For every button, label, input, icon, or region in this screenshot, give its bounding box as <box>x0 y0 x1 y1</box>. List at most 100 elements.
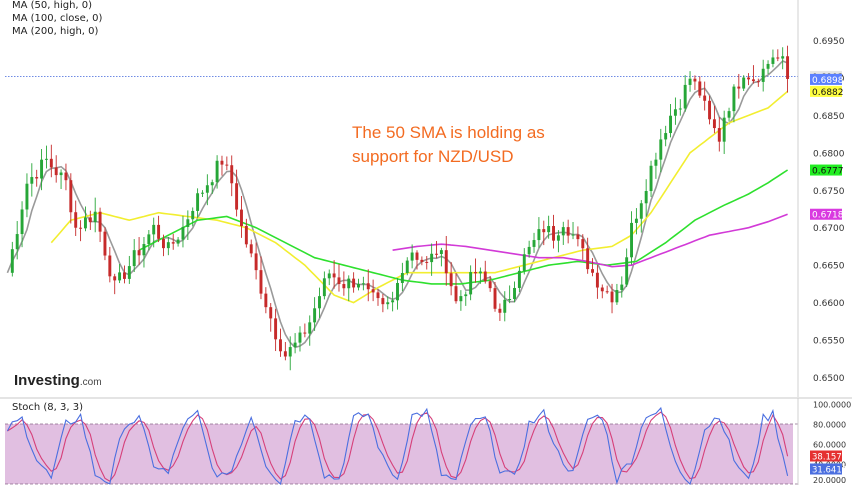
candle <box>171 233 175 250</box>
candle-body <box>118 272 122 281</box>
candle <box>537 217 541 248</box>
candle-body <box>405 260 409 274</box>
candle <box>561 221 565 245</box>
candle <box>186 210 190 240</box>
price-tick-label: 0.6600 <box>813 299 845 309</box>
candle-body <box>132 250 136 267</box>
candle-body <box>10 249 14 273</box>
price-tick-label: 0.6550 <box>813 337 845 347</box>
brand-name: Investing <box>14 372 80 389</box>
candle <box>425 256 429 270</box>
candle <box>410 244 414 269</box>
candle-body <box>376 292 380 299</box>
candle-body <box>566 227 570 236</box>
candle-body <box>712 119 716 129</box>
candle <box>44 145 48 169</box>
candle <box>571 221 575 240</box>
price-tick-label: 0.6950 <box>813 37 845 47</box>
candle <box>625 248 629 288</box>
candle-body <box>88 217 92 223</box>
ma200-line <box>392 213 788 268</box>
price-badge-bg <box>810 85 842 97</box>
candle <box>595 265 599 299</box>
candle-body <box>449 273 453 287</box>
candle-body <box>615 290 619 303</box>
candle <box>269 303 273 332</box>
candle-body <box>220 160 224 165</box>
stoch-tick-label: 60.0000 <box>813 441 846 450</box>
candle <box>444 235 448 286</box>
candle-body <box>517 270 521 288</box>
candle <box>742 75 746 92</box>
candle-body <box>318 296 321 309</box>
candle-body <box>166 242 170 249</box>
candle-body <box>586 248 590 270</box>
candle-body <box>581 239 585 249</box>
moving-averages <box>6 60 789 349</box>
candle <box>747 73 751 86</box>
candle-body <box>400 273 404 283</box>
candle <box>220 155 224 176</box>
price-badge-label: 0.6718 <box>812 211 844 221</box>
candle <box>376 289 380 306</box>
candle <box>166 236 170 256</box>
price-tick-label: 0.6650 <box>813 262 845 272</box>
candle <box>15 221 19 260</box>
candle <box>103 227 107 261</box>
candle-body <box>732 86 736 112</box>
legend-ma50: MA (50, high, 0) <box>12 0 93 11</box>
candle <box>313 297 317 331</box>
candle <box>381 293 385 313</box>
candle-body <box>766 63 770 69</box>
candle <box>503 291 507 322</box>
candle <box>722 110 726 154</box>
candle <box>766 60 770 75</box>
candle <box>93 197 97 233</box>
candle <box>449 262 453 296</box>
candle <box>439 247 443 267</box>
candle <box>498 303 502 321</box>
candlesticks <box>10 45 790 371</box>
candle-body <box>303 332 307 334</box>
candle <box>639 200 643 233</box>
candle-body <box>308 322 312 334</box>
candle <box>132 239 136 272</box>
candle-body <box>756 81 760 83</box>
candle <box>454 273 458 304</box>
candle <box>49 144 53 178</box>
candle-body <box>737 86 741 89</box>
price-badge: 0.6882 <box>810 85 844 98</box>
candle <box>137 237 141 265</box>
legend-ma200: MA (200, high, 0) <box>12 26 99 37</box>
stoch-value-badge-label: 31.6416 <box>812 466 847 476</box>
candle <box>703 81 707 111</box>
candle <box>30 163 34 197</box>
price-badge-label: 0.6777 <box>812 167 844 177</box>
price-badge-bg <box>810 208 842 220</box>
candle-body <box>83 217 87 229</box>
candle-body <box>327 273 331 279</box>
stoch-value-badge: 38.1579 <box>810 450 847 463</box>
candle-body <box>162 238 165 249</box>
candle-body <box>610 291 614 303</box>
candle <box>366 269 370 302</box>
candle-body <box>415 252 419 260</box>
candle <box>552 214 555 249</box>
candle-body <box>122 272 126 279</box>
candle-body <box>410 252 414 261</box>
candle <box>693 75 697 90</box>
candle-body <box>659 139 663 160</box>
candle <box>620 276 624 298</box>
price-badge-label: 0.6882 <box>812 88 844 98</box>
candle-body <box>74 212 78 228</box>
candle-body <box>605 291 609 293</box>
candle <box>542 220 546 246</box>
candle <box>308 315 312 346</box>
candle-body <box>552 226 555 241</box>
candle-body <box>478 271 482 274</box>
candle <box>761 59 765 92</box>
candle-body <box>201 192 204 194</box>
candle <box>162 234 165 257</box>
candle <box>40 149 44 191</box>
